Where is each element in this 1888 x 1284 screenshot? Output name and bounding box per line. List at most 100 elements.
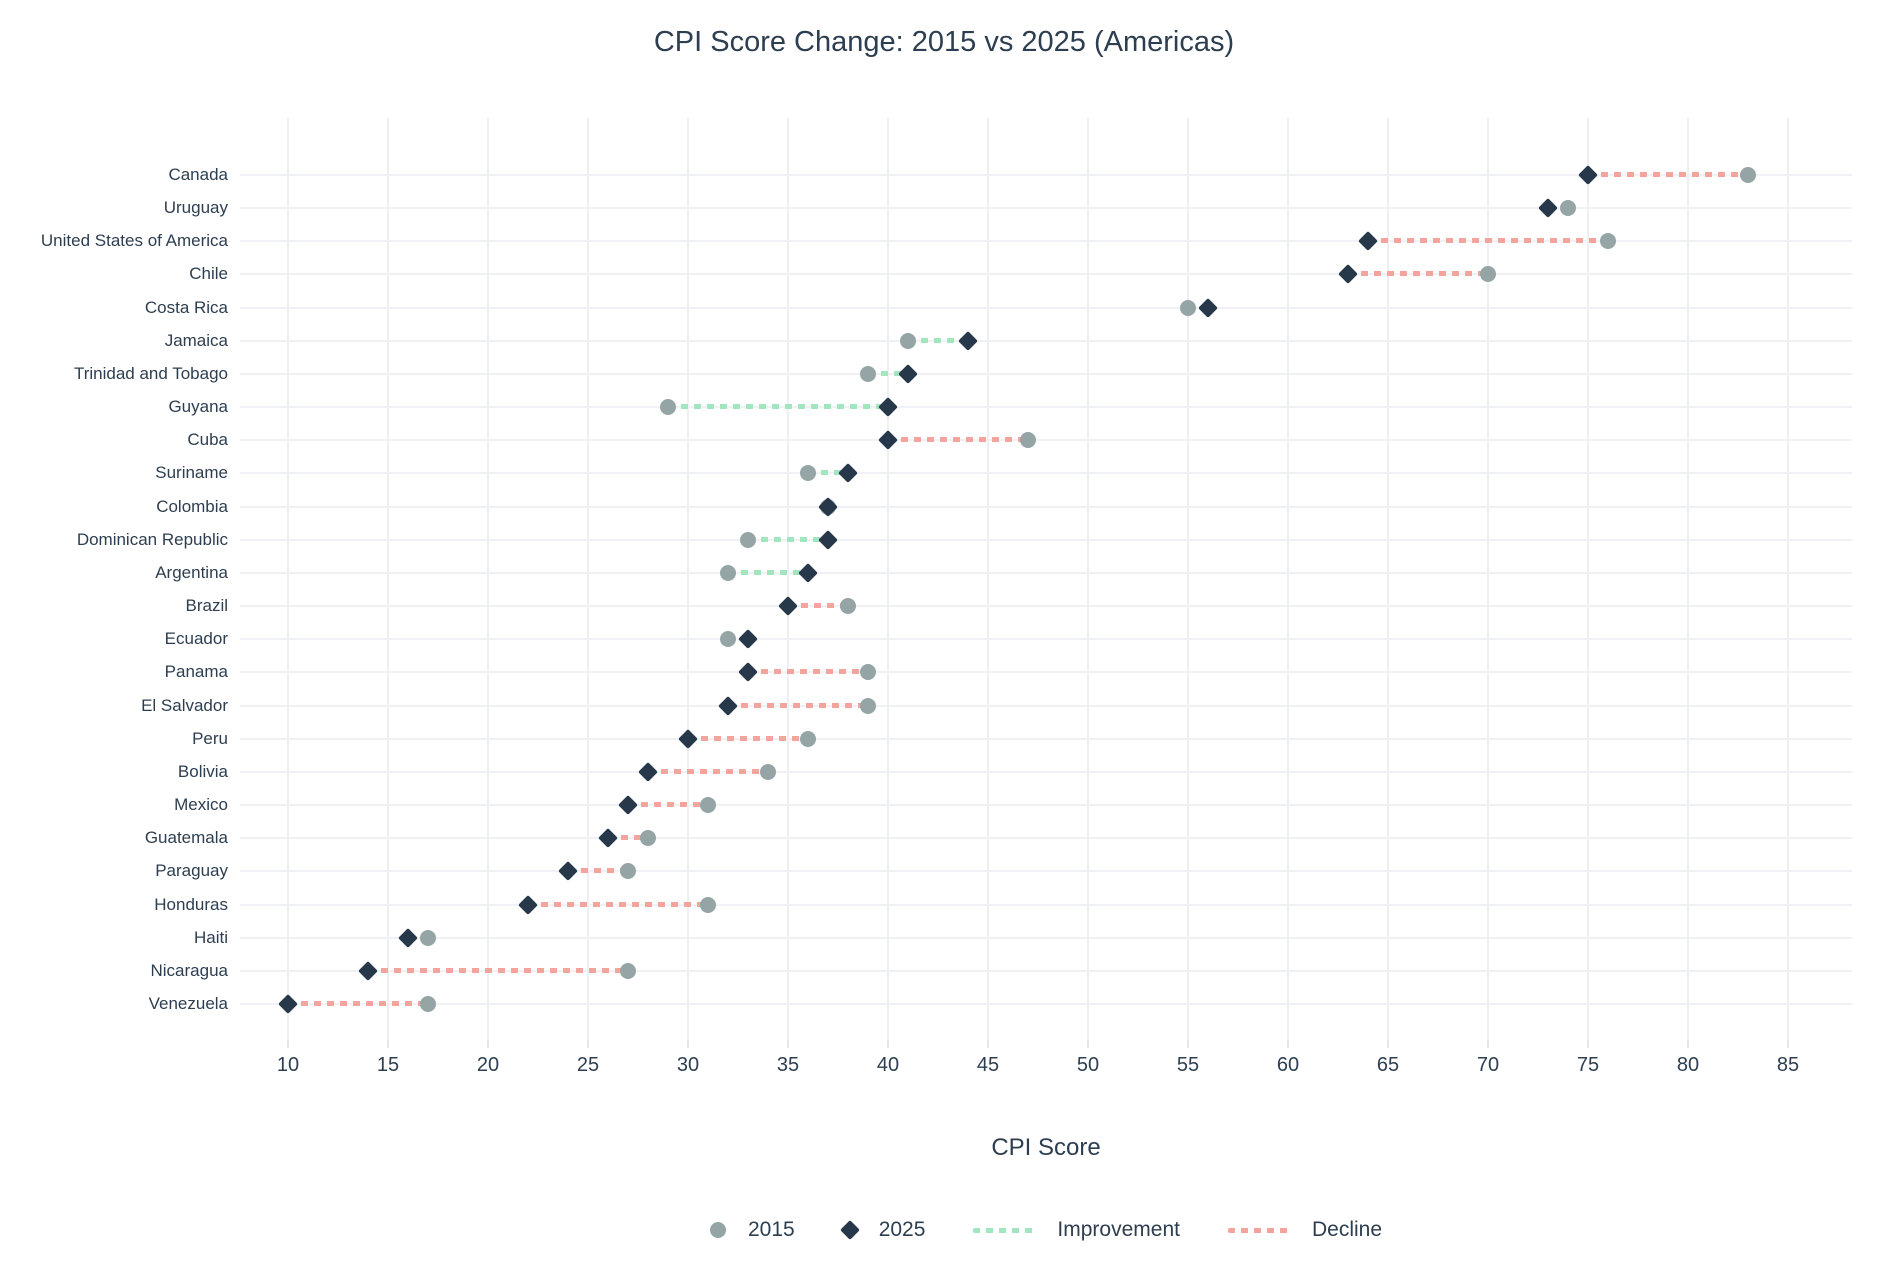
- change-connector-improvement: [668, 404, 888, 410]
- x-gridline: [587, 118, 589, 1040]
- country-label: Paraguay: [155, 861, 228, 881]
- y-gridline: [240, 936, 1852, 939]
- legend-item-decline[interactable]: Decline: [1227, 1218, 1382, 1242]
- country-label: Suriname: [155, 463, 228, 483]
- x-tick-label: 50: [1076, 1054, 1100, 1076]
- change-connector-decline: [608, 835, 648, 841]
- x-tick-label: 80: [1676, 1054, 1700, 1076]
- change-connector-decline: [688, 735, 808, 741]
- legend-diamond-icon: [839, 1220, 860, 1240]
- change-connector-decline: [1368, 238, 1608, 244]
- dot-2015-marker: [860, 697, 876, 714]
- y-gridline: [240, 339, 1852, 342]
- diamond-2025-marker: [798, 563, 818, 583]
- x-gridline: [1187, 118, 1189, 1040]
- y-gridline: [240, 240, 1852, 243]
- diamond-2025-marker: [638, 761, 658, 782]
- y-gridline: [240, 439, 1852, 442]
- diamond-2025-marker: [358, 960, 378, 981]
- diamond-2025-marker: [398, 927, 418, 948]
- x-gridline: [1487, 118, 1489, 1040]
- change-connector-decline: [528, 901, 708, 907]
- country-label: Brazil: [185, 596, 228, 616]
- x-gridline: [687, 118, 689, 1040]
- y-gridline: [240, 372, 1852, 375]
- change-connector-decline: [888, 437, 1028, 443]
- change-connector-improvement: [728, 569, 808, 575]
- dot-2015-marker: [700, 797, 716, 814]
- x-gridline: [487, 118, 489, 1040]
- change-connector-decline: [788, 603, 848, 609]
- x-tick-mark: [787, 1040, 789, 1048]
- x-tick-mark: [1587, 1040, 1589, 1048]
- x-gridline: [1587, 118, 1589, 1040]
- change-connector-decline: [288, 1001, 428, 1006]
- country-label: Peru: [192, 728, 228, 748]
- x-tick-label: 70: [1476, 1054, 1500, 1076]
- country-label: Ecuador: [164, 629, 228, 649]
- country-label: Guatemala: [144, 828, 228, 848]
- country-label: Jamaica: [164, 330, 228, 350]
- diamond-2025-marker: [1578, 165, 1598, 185]
- x-tick-mark: [1387, 1040, 1389, 1048]
- diamond-2025-marker: [838, 463, 858, 484]
- dot-2015-marker: [420, 929, 436, 946]
- change-connector-improvement: [908, 337, 968, 343]
- country-label: Venezuela: [148, 994, 228, 1013]
- dot-2015-marker: [700, 896, 716, 913]
- y-gridline: [240, 870, 1852, 873]
- diamond-2025-marker: [778, 596, 798, 616]
- y-gridline: [240, 174, 1852, 176]
- dot-2015-marker: [640, 830, 656, 847]
- diamond-2025-marker: [878, 397, 898, 418]
- dot-2015-marker: [1560, 200, 1576, 217]
- y-gridline: [240, 406, 1852, 409]
- x-gridline: [1087, 118, 1089, 1040]
- y-gridline: [240, 804, 1852, 807]
- x-tick-mark: [887, 1040, 889, 1048]
- country-label: Uruguay: [163, 198, 228, 218]
- x-tick-label: 15: [376, 1054, 400, 1076]
- y-gridline: [240, 704, 1852, 707]
- legend-item-improvement[interactable]: Improvement: [973, 1218, 1180, 1242]
- y-gridline: [240, 472, 1852, 475]
- x-gridline: [887, 118, 889, 1040]
- x-tick-label: 40: [876, 1054, 900, 1076]
- dot-2015-marker: [800, 730, 816, 747]
- change-connector-decline: [728, 702, 868, 708]
- x-tick-label: 75: [1576, 1054, 1600, 1076]
- x-tick-label: 25: [576, 1054, 600, 1076]
- country-label: Canada: [168, 165, 228, 184]
- legend-item-2025[interactable]: 2025: [839, 1218, 925, 1242]
- x-tick-mark: [487, 1040, 489, 1048]
- x-gridline: [1787, 118, 1789, 1040]
- diamond-2025-marker: [818, 529, 838, 550]
- y-gridline: [240, 903, 1852, 906]
- country-label: Argentina: [155, 562, 228, 582]
- x-tick-mark: [287, 1040, 289, 1048]
- x-tick-mark: [687, 1040, 689, 1048]
- x-gridline: [1287, 118, 1289, 1040]
- dot-2015-marker: [900, 332, 916, 349]
- country-label: Mexico: [174, 795, 228, 815]
- country-label: Nicaragua: [150, 960, 229, 980]
- x-axis-title: CPI Score: [991, 1134, 1101, 1161]
- y-gridline: [240, 207, 1852, 210]
- legend-item-2015[interactable]: 2015: [709, 1218, 795, 1242]
- dot-2015-marker: [860, 664, 876, 681]
- legend-item-label: 2015: [747, 1218, 795, 1241]
- y-gridline: [240, 837, 1852, 840]
- x-tick-label: 60: [1276, 1054, 1300, 1076]
- country-label: Guyana: [168, 397, 228, 417]
- y-gridline: [240, 638, 1852, 641]
- diamond-2025-marker: [878, 430, 898, 451]
- y-gridline: [240, 770, 1852, 773]
- change-connector-improvement: [808, 470, 848, 476]
- country-label: Bolivia: [177, 761, 228, 781]
- diamond-2025-marker: [598, 828, 618, 849]
- x-tick-mark: [1687, 1040, 1689, 1048]
- diamond-2025-marker: [678, 728, 698, 749]
- change-connector-improvement: [868, 370, 908, 376]
- y-gridline: [240, 671, 1852, 674]
